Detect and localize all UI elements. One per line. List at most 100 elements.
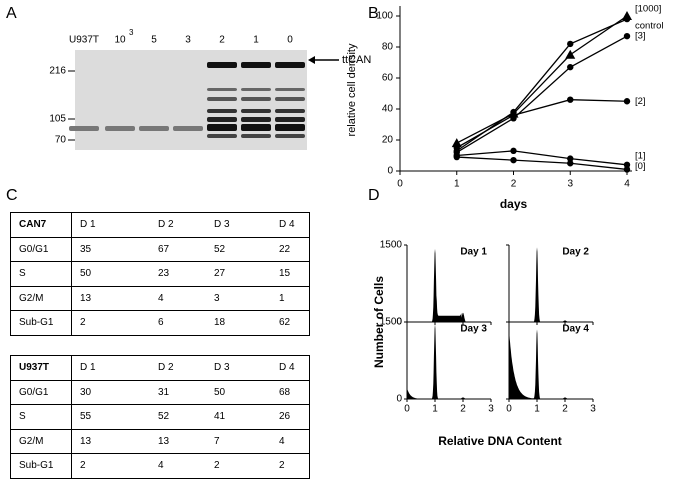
x-tick-label: 2 bbox=[562, 404, 568, 415]
table-row: G0/G1 35 67 52 22 bbox=[10, 236, 310, 262]
blot-band bbox=[275, 62, 305, 68]
table-cell: 4 bbox=[150, 285, 206, 311]
table-cell: 50 bbox=[71, 261, 150, 286]
histogram-title: Day 4 bbox=[562, 324, 589, 335]
lane-label: 2 bbox=[219, 35, 225, 46]
marker bbox=[451, 138, 462, 148]
series-line bbox=[456, 35, 628, 153]
blot-band bbox=[139, 126, 169, 131]
blot-band bbox=[207, 88, 237, 91]
table-cell: 6 bbox=[150, 310, 206, 335]
series-label: [2] bbox=[635, 96, 646, 107]
blot-band bbox=[241, 62, 271, 68]
table-cell: 4 bbox=[150, 453, 206, 478]
histogram-shape bbox=[509, 329, 593, 399]
y-tick-label: 0 bbox=[387, 166, 393, 177]
histogram-shape bbox=[509, 247, 593, 322]
panel-letter: A bbox=[6, 5, 17, 22]
table-row: Sub-G1 2 4 2 2 bbox=[10, 453, 310, 478]
table-cell: G0/G1 bbox=[10, 379, 72, 405]
x-tick-label: 0 bbox=[397, 179, 403, 190]
y-axis-label: relative cell density bbox=[346, 43, 358, 136]
table-cell: 4 bbox=[271, 428, 310, 454]
table-cell: 68 bbox=[271, 379, 310, 405]
y-tick-label: 20 bbox=[382, 135, 394, 146]
band-label: ttCAN bbox=[342, 54, 371, 66]
blot-band bbox=[207, 62, 237, 68]
x-tick-label: 0 bbox=[506, 404, 512, 415]
mw-label: 105 bbox=[49, 114, 66, 125]
marker bbox=[567, 155, 574, 162]
table-cell: 62 bbox=[271, 310, 310, 335]
table-cell: D 3 bbox=[206, 355, 271, 380]
marker bbox=[453, 153, 460, 161]
table-cell: 22 bbox=[271, 236, 310, 262]
blot-band bbox=[275, 88, 305, 91]
marker bbox=[623, 32, 631, 40]
marker bbox=[565, 49, 576, 59]
blot-band bbox=[241, 97, 271, 101]
table-cell: S bbox=[10, 404, 72, 429]
table-row: Sub-G1 2 6 18 62 bbox=[10, 310, 310, 335]
marker bbox=[567, 96, 574, 103]
y-tick-label: 0 bbox=[396, 394, 402, 405]
x-tick-label: 3 bbox=[488, 404, 494, 415]
x-tick-label: 1 bbox=[534, 404, 540, 415]
blot-band bbox=[105, 126, 135, 131]
table-cell: 2 bbox=[71, 310, 150, 335]
table-cell: D 1 bbox=[71, 355, 150, 380]
table-cell: G2/M bbox=[10, 285, 72, 311]
series-label: [1000] bbox=[635, 4, 661, 15]
table-cell: D 2 bbox=[150, 212, 206, 237]
x-tick-label: 3 bbox=[590, 404, 596, 415]
table-cell: Sub-G1 bbox=[10, 453, 72, 478]
table-cell: 55 bbox=[71, 404, 150, 429]
table-cell: 27 bbox=[206, 261, 271, 286]
table-row: S 55 52 41 26 bbox=[10, 404, 310, 429]
marker bbox=[623, 161, 631, 168]
table-row: G0/G1 30 31 50 68 bbox=[10, 379, 310, 405]
blot-band bbox=[207, 97, 237, 101]
marker bbox=[623, 166, 631, 173]
x-axis-label: days bbox=[500, 197, 528, 211]
marker bbox=[567, 160, 574, 167]
histogram-shape bbox=[407, 248, 491, 322]
blot-band bbox=[173, 126, 203, 131]
table-cell: D 4 bbox=[271, 355, 310, 380]
blot-band bbox=[275, 124, 305, 131]
y-tick-label: 1500 bbox=[380, 240, 403, 251]
table-cell: U937T bbox=[10, 355, 72, 380]
table-cell: CAN7 bbox=[10, 212, 72, 237]
table-cell: 23 bbox=[150, 261, 206, 286]
series-line bbox=[456, 15, 628, 144]
blot-band bbox=[207, 117, 237, 122]
histogram-title: Day 1 bbox=[460, 247, 487, 258]
table-cell: 7 bbox=[206, 428, 271, 454]
x-tick-label: 1 bbox=[432, 404, 438, 415]
blot-background bbox=[75, 50, 307, 150]
series-line bbox=[456, 150, 628, 166]
table-cell: 31 bbox=[150, 379, 206, 405]
x-tick-label: 4 bbox=[624, 179, 630, 190]
blot-band bbox=[241, 109, 271, 113]
lane-label: 0 bbox=[287, 35, 293, 46]
blot-band bbox=[275, 97, 305, 101]
table-row: G2/M 13 13 7 4 bbox=[10, 428, 310, 454]
marker bbox=[623, 15, 631, 23]
marker bbox=[510, 147, 517, 155]
series-line bbox=[456, 99, 628, 149]
table-cell: D 4 bbox=[271, 212, 310, 237]
series-label: [1] bbox=[635, 150, 646, 161]
lane-label: 1 bbox=[253, 35, 259, 46]
blot-band bbox=[241, 134, 271, 138]
table-cell: 3 bbox=[206, 285, 271, 311]
table-cell: D 1 bbox=[71, 212, 150, 237]
series-label: control bbox=[635, 21, 664, 32]
blot-band bbox=[207, 124, 237, 131]
series-label: [3] bbox=[635, 31, 646, 42]
